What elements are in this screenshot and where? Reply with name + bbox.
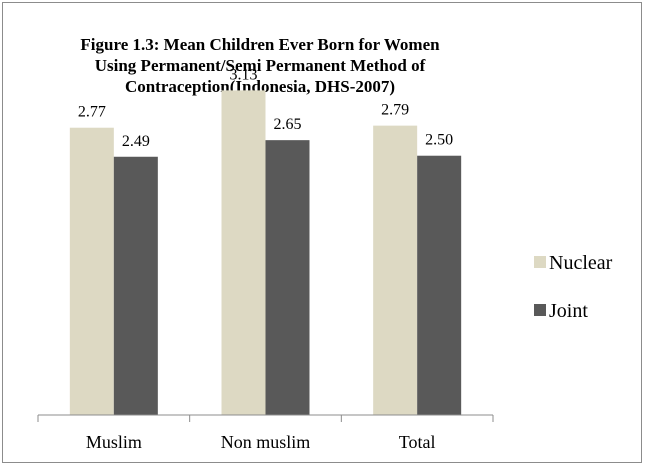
x-tick-label: Muslim xyxy=(86,432,142,452)
x-axis-tick-labels: Muslim Non muslim Total xyxy=(86,432,436,452)
x-tick-label: Non muslim xyxy=(221,432,311,452)
bar-joint-muslim xyxy=(113,156,158,415)
data-label: 2.79 xyxy=(381,102,409,119)
x-axis-ticks xyxy=(37,415,494,422)
bar-nuclear-total xyxy=(373,125,418,415)
chart-title-line-1: Figure 1.3: Mean Children Ever Born for … xyxy=(80,35,440,54)
legend-swatch-joint xyxy=(534,304,546,316)
bar-joint-total xyxy=(417,155,462,415)
data-label: 2.49 xyxy=(122,133,150,150)
bar-nuclear-muslim xyxy=(69,127,114,415)
legend-swatch-nuclear xyxy=(534,256,546,268)
data-label: 2.65 xyxy=(274,116,302,133)
value-labels-group: 2.77 2.49 3.13 2.65 2.79 2.50 xyxy=(78,66,453,149)
chart-title-line-3: Contraception(Indonesia, DHS-2007) xyxy=(124,77,396,96)
bar-joint-non-muslim xyxy=(265,140,310,415)
bar-nuclear-non-muslim xyxy=(221,90,266,416)
legend-label-joint: Joint xyxy=(549,300,588,322)
legend-label-nuclear: Nuclear xyxy=(549,252,613,274)
chart-title-line-2: Using Permanent/Semi Permanent Method of xyxy=(94,56,426,75)
x-tick-label: Total xyxy=(399,432,436,452)
bars-group xyxy=(69,90,462,416)
chart-title: Figure 1.3: Mean Children Ever Born for … xyxy=(60,34,460,97)
legend: Nuclear Joint xyxy=(534,252,613,322)
data-label: 2.77 xyxy=(78,104,106,121)
data-label: 3.13 xyxy=(230,66,258,83)
data-label: 2.50 xyxy=(425,132,453,149)
